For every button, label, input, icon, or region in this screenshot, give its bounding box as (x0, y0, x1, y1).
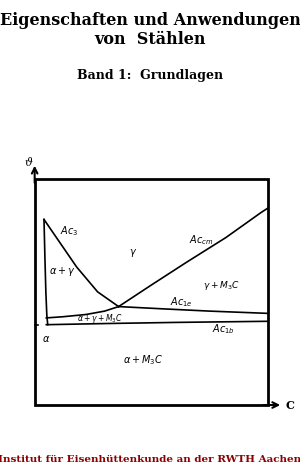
Text: $\alpha + M_3C$: $\alpha + M_3C$ (123, 353, 164, 367)
Text: Institut für Eisenhüttenkunde an der RWTH Aachen: Institut für Eisenhüttenkunde an der RWT… (0, 455, 300, 464)
Text: Eigenschaften und Anwendungen: Eigenschaften und Anwendungen (0, 12, 300, 29)
Text: $Ac_{cm}$: $Ac_{cm}$ (189, 233, 213, 247)
Text: $Ac_3$: $Ac_3$ (60, 224, 79, 237)
Text: $\alpha$: $\alpha$ (42, 334, 50, 344)
Text: $Ac_{1e}$: $Ac_{1e}$ (170, 295, 193, 309)
Text: Band 1:  Grundlagen: Band 1: Grundlagen (77, 69, 223, 81)
Text: $\gamma + M_3C$: $\gamma + M_3C$ (202, 279, 239, 291)
Bar (35, 179, 268, 405)
Text: $\alpha + \gamma + M_3C$: $\alpha + \gamma + M_3C$ (76, 312, 122, 325)
Text: $\gamma$: $\gamma$ (128, 247, 137, 259)
Text: $Ac_{1b}$: $Ac_{1b}$ (212, 322, 235, 336)
Text: $\alpha + \gamma$: $\alpha + \gamma$ (49, 265, 75, 278)
Text: ϑ: ϑ (24, 158, 32, 168)
Text: von  Stählen: von Stählen (94, 31, 206, 48)
Text: C: C (285, 400, 294, 411)
